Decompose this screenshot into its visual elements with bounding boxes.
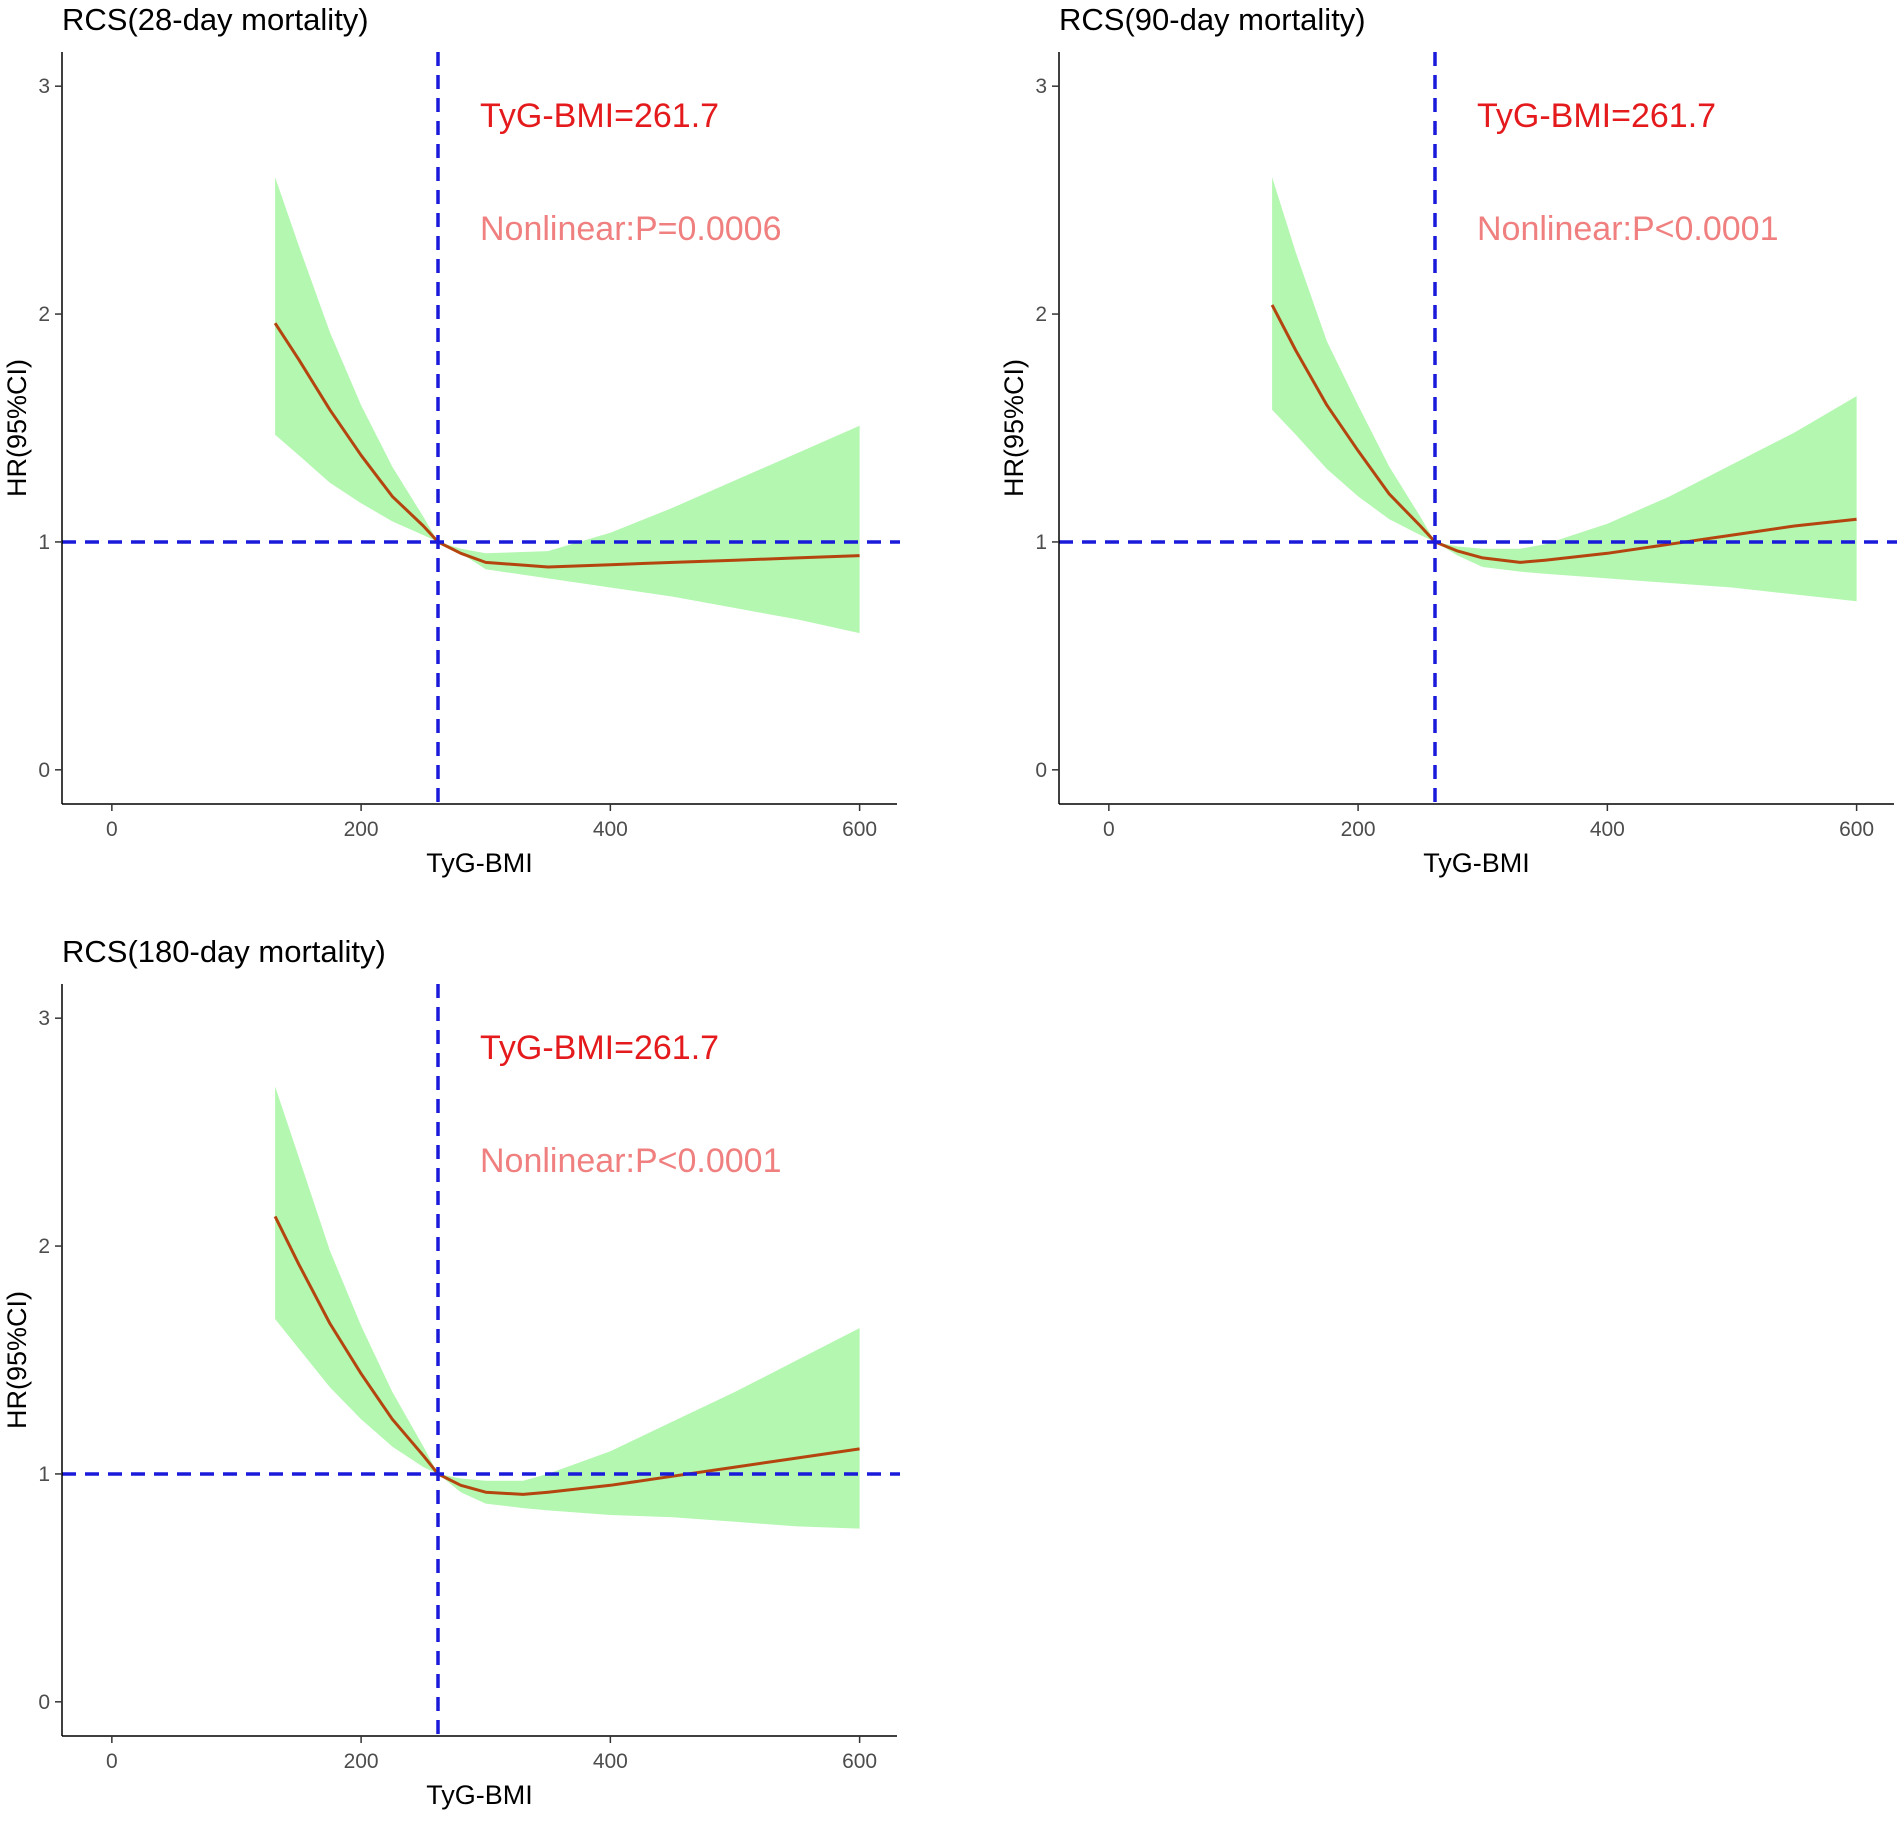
y-axis-title: HR(95%CI) (999, 359, 1029, 497)
chart-title: RCS(28-day mortality) (62, 2, 369, 37)
x-tick-label: 600 (1839, 818, 1874, 841)
y-tick-label: 2 (38, 303, 50, 326)
x-axis-title: TyG-BMI (426, 848, 533, 878)
y-tick-label: 1 (38, 1463, 50, 1486)
hr-curve (273, 322, 860, 569)
x-tick-label: 200 (1341, 818, 1376, 841)
confidence-band (1272, 177, 1857, 602)
x-tick-label: 400 (1590, 818, 1625, 841)
chart-panel-3: RCS(180-day mortality) 0 1 2 3 0 200 400 600 TyG-… (2, 934, 900, 1810)
confidence-band (275, 1086, 860, 1529)
y-tick-label: 1 (1035, 531, 1047, 554)
hr-curve (273, 1215, 860, 1496)
x-axis-title: TyG-BMI (1423, 848, 1530, 878)
x-axis-title: TyG-BMI (426, 1780, 533, 1810)
confidence-band (275, 177, 860, 634)
y-tick-label: 3 (1035, 75, 1047, 98)
y-tick-label: 2 (1035, 303, 1047, 326)
chart-title: RCS(180-day mortality) (62, 934, 386, 969)
y-tick-label: 0 (1035, 759, 1047, 782)
x-tick-label: 600 (842, 818, 877, 841)
chart-title: RCS(90-day mortality) (1059, 2, 1366, 37)
chart-panel-1: RCS(28-day mortality) 0 1 2 3 0 200 400 600 TyG-B… (2, 2, 900, 878)
annotation-cutoff: TyG-BMI=261.7 (480, 97, 719, 135)
y-tick-label: 3 (38, 75, 50, 98)
y-axis-title: HR(95%CI) (2, 1291, 32, 1429)
x-tick-label: 600 (842, 1750, 877, 1773)
y-tick-label: 2 (38, 1235, 50, 1258)
y-axis-title: HR(95%CI) (2, 359, 32, 497)
x-tick-label: 200 (344, 818, 379, 841)
x-tick-label: 0 (1103, 818, 1115, 841)
x-tick-label: 0 (106, 818, 118, 841)
x-tick-label: 400 (593, 818, 628, 841)
y-tick-label: 0 (38, 759, 50, 782)
annotation-cutoff: TyG-BMI=261.7 (1477, 97, 1716, 135)
x-tick-label: 400 (593, 1750, 628, 1773)
x-tick-label: 200 (344, 1750, 379, 1773)
x-tick-label: 0 (106, 1750, 118, 1773)
annotation-cutoff: TyG-BMI=261.7 (480, 1029, 719, 1067)
hr-curve (1270, 304, 1857, 564)
chart-panel-2: RCS(90-day mortality) 0 1 2 3 0 200 400 600 TyG-B… (999, 2, 1897, 878)
annotation-nonlinear-p: Nonlinear:P<0.0001 (480, 1142, 782, 1180)
y-tick-label: 3 (38, 1007, 50, 1030)
y-tick-label: 1 (38, 531, 50, 554)
annotation-nonlinear-p: Nonlinear:P=0.0006 (480, 210, 782, 248)
y-tick-label: 0 (38, 1691, 50, 1714)
annotation-nonlinear-p: Nonlinear:P<0.0001 (1477, 210, 1779, 248)
